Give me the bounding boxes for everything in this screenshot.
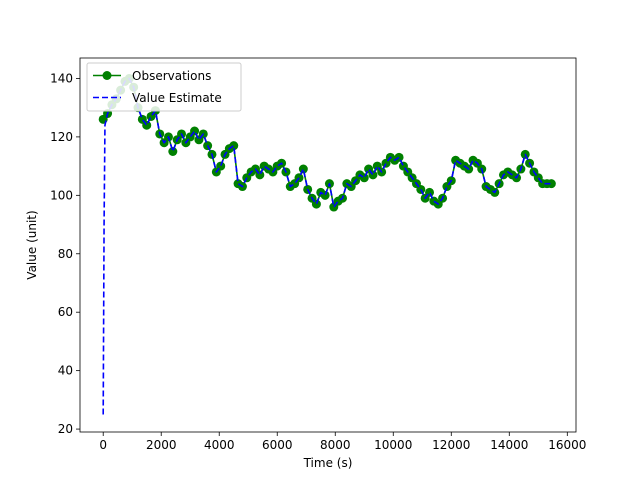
observation-point: [168, 147, 178, 156]
y-tick-label: 140: [50, 71, 73, 85]
axes-layer: [79, 57, 577, 433]
y-tick-label: 60: [58, 305, 73, 319]
observation-point: [298, 164, 308, 174]
x-tick-label: 12000: [432, 438, 470, 452]
x-tick-label: 16000: [548, 438, 586, 452]
observation-point: [359, 173, 369, 183]
plot-frame: [79, 57, 577, 433]
observation-point: [546, 179, 556, 189]
x-tick-label: 6000: [262, 438, 293, 452]
x-axis-label: Time (s): [303, 456, 353, 470]
x-axis-ticks: 0 2000 4000 6000 8000 10000 12000 14000 16000: [99, 432, 586, 452]
estimate-series-line: [102, 77, 552, 415]
x-tick-label: 0: [99, 438, 107, 452]
y-tick-label: 100: [50, 188, 73, 202]
x-tick-label: 4000: [204, 438, 235, 452]
x-tick-label: 8000: [320, 438, 351, 452]
legend: Observations Value Estimate: [86, 62, 242, 112]
legend-observations-marker: [102, 71, 112, 80]
x-tick-label: 14000: [490, 438, 528, 452]
y-tick-label: 40: [58, 364, 73, 378]
x-tick-label: 2000: [146, 438, 177, 452]
legend-label-observations: Observations: [132, 69, 211, 83]
y-tick-label: 80: [58, 247, 73, 261]
y-tick-label: 20: [58, 422, 73, 436]
observation-point: [320, 190, 330, 200]
observation-point: [394, 152, 404, 162]
y-tick-label: 120: [50, 130, 73, 144]
legend-label-estimate: Value Estimate: [132, 91, 222, 105]
legend-box: [86, 62, 242, 112]
y-axis-label: Value (unit): [25, 210, 39, 279]
x-tick-label: 10000: [374, 438, 412, 452]
y-axis-ticks: 20 40 60 80 100 120 140: [50, 71, 80, 436]
